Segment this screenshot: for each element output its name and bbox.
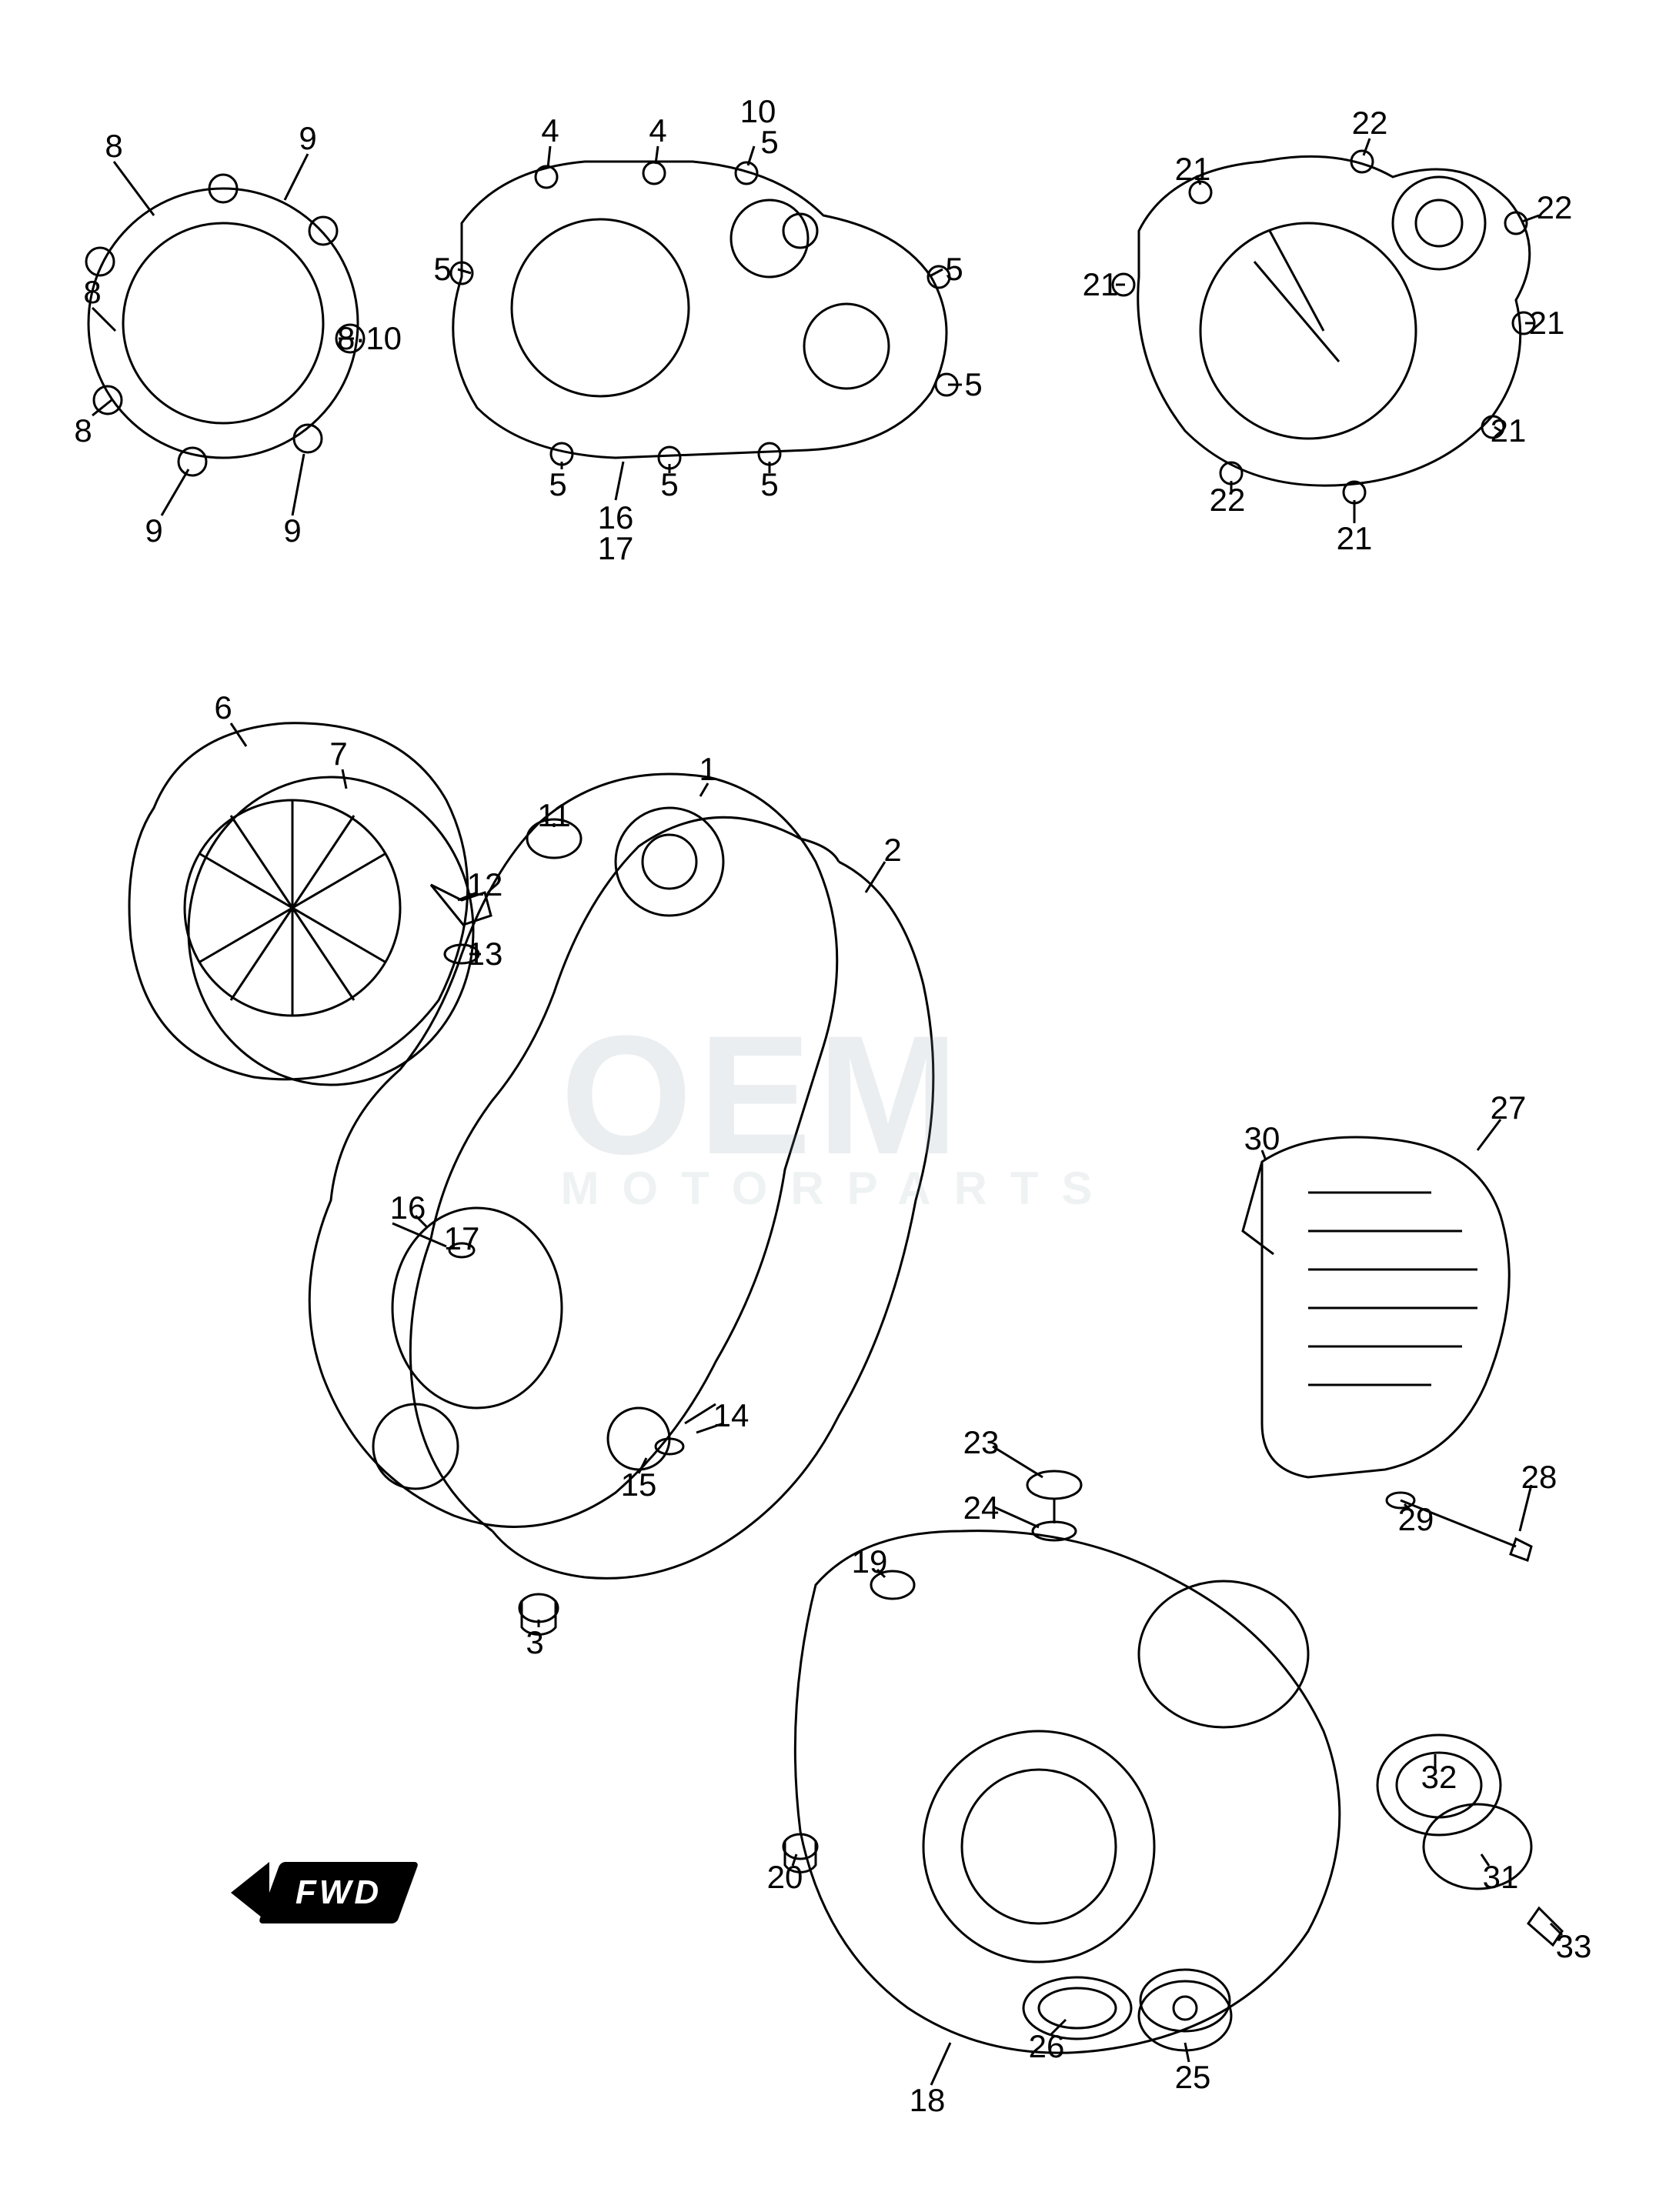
callout-c5top: 5 bbox=[760, 126, 778, 158]
callout-c25: 25 bbox=[1175, 2061, 1211, 2094]
callout-c22b: 22 bbox=[1537, 192, 1573, 224]
callout-c17u: 17 bbox=[598, 532, 634, 565]
callout-c31: 31 bbox=[1483, 1861, 1519, 1893]
watermark-main: OEM bbox=[560, 1000, 964, 1189]
callout-c5e: 5 bbox=[660, 469, 678, 501]
callout-c23: 23 bbox=[963, 1426, 1000, 1459]
callout-c8a: 8 bbox=[105, 130, 122, 162]
callout-c9b: 9 bbox=[145, 515, 162, 547]
callout-c5f: 5 bbox=[760, 469, 778, 501]
callout-c8-10: 8·10 bbox=[337, 322, 402, 355]
callout-c9a: 9 bbox=[299, 122, 316, 155]
callout-c21b: 21 bbox=[1083, 269, 1119, 301]
callout-c21c: 21 bbox=[1529, 307, 1565, 339]
callout-c3: 3 bbox=[526, 1626, 543, 1659]
callout-c8b: 8 bbox=[83, 276, 101, 309]
callout-c10-5: 10 bbox=[740, 95, 776, 128]
callout-c13: 13 bbox=[467, 938, 503, 970]
callout-c2: 2 bbox=[883, 834, 901, 866]
callout-c16-17: 16 bbox=[598, 502, 634, 534]
callout-c8c: 8 bbox=[74, 415, 92, 447]
callout-c7: 7 bbox=[329, 738, 347, 770]
fwd-text: FWD bbox=[269, 1862, 408, 1923]
diagram-stage: OEM MOTORPARTS FWD 8988·1089944105555555… bbox=[0, 0, 1676, 2212]
callout-c19: 19 bbox=[852, 1546, 888, 1578]
callout-c11: 11 bbox=[537, 799, 571, 832]
callout-c26: 26 bbox=[1029, 2030, 1065, 2063]
callout-c5c: 5 bbox=[964, 369, 982, 401]
callout-c22c: 22 bbox=[1210, 484, 1246, 516]
callout-c33: 33 bbox=[1556, 1930, 1592, 1963]
callout-c5a: 5 bbox=[433, 253, 451, 285]
callout-c1: 1 bbox=[699, 753, 716, 786]
callout-c16: 16 bbox=[390, 1192, 426, 1224]
callout-c20: 20 bbox=[767, 1861, 803, 1893]
watermark-sub: MOTORPARTS bbox=[560, 1162, 1115, 1215]
callout-c22a: 22 bbox=[1352, 107, 1388, 139]
fwd-badge: FWD bbox=[258, 1862, 419, 1923]
callout-c24: 24 bbox=[963, 1492, 1000, 1524]
callout-c4a: 4 bbox=[541, 115, 559, 147]
callout-c12: 12 bbox=[467, 869, 503, 901]
callout-c4b: 4 bbox=[649, 115, 666, 147]
callout-c9c: 9 bbox=[283, 515, 301, 547]
callout-c5b: 5 bbox=[945, 253, 963, 285]
callout-c14: 14 bbox=[713, 1400, 750, 1432]
callout-c21a: 21 bbox=[1175, 153, 1211, 185]
callout-c18: 18 bbox=[910, 2084, 946, 2117]
callout-c30: 30 bbox=[1244, 1123, 1280, 1155]
callout-c27: 27 bbox=[1491, 1092, 1527, 1124]
watermark: OEM MOTORPARTS bbox=[560, 998, 1115, 1215]
callout-c29: 29 bbox=[1398, 1503, 1434, 1536]
callout-c15: 15 bbox=[621, 1469, 657, 1501]
callout-c17: 17 bbox=[444, 1223, 480, 1255]
callout-c28: 28 bbox=[1521, 1461, 1557, 1493]
callout-c32: 32 bbox=[1421, 1761, 1457, 1793]
callout-c21e: 21 bbox=[1337, 522, 1373, 555]
callout-c21d: 21 bbox=[1491, 415, 1527, 447]
callout-c5d: 5 bbox=[549, 469, 566, 501]
callout-c6: 6 bbox=[214, 692, 232, 724]
